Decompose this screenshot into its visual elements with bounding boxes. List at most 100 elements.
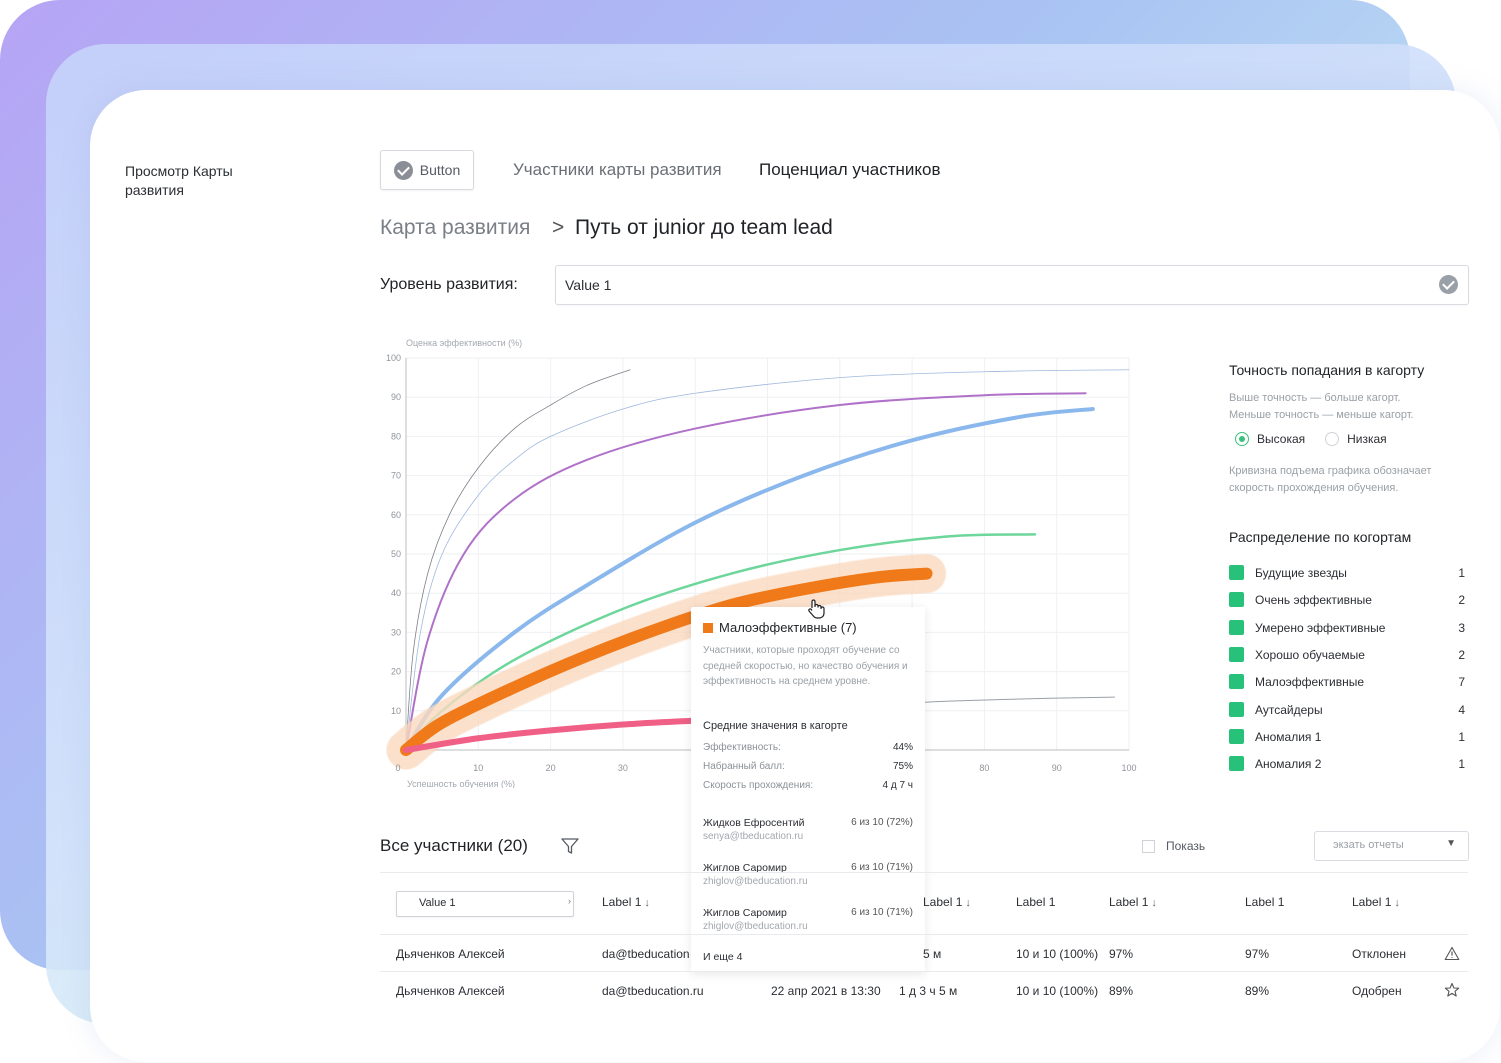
tooltip-more-link[interactable]: И еще 4 xyxy=(703,951,743,963)
table-filter-input[interactable]: Value 1 › xyxy=(396,891,574,917)
tooltip-title-text: Малоэффективные (7) xyxy=(719,620,857,635)
tooltip-person[interactable]: Жиглов Саромир 6 из 10 (71%) zhiglov@tbe… xyxy=(703,862,913,887)
cohort-item[interactable]: Аномалия 2 1 xyxy=(1229,755,1465,773)
chart-x-tick-label: 100 xyxy=(1121,763,1136,773)
chart-y-tick-label: 40 xyxy=(391,588,401,598)
accuracy-title: Точность попадания в кагорту xyxy=(1229,362,1425,378)
tooltip-title: Малоэффективные (7) xyxy=(703,620,857,635)
cohort-name: Аномалия 1 xyxy=(1255,729,1322,744)
cohort-item[interactable]: Будущие звезды 1 xyxy=(1229,564,1465,582)
table-top-divider xyxy=(380,872,1468,873)
average-label: Эффективность: xyxy=(703,742,781,753)
breadcrumb-parent[interactable]: Карта развития xyxy=(380,216,531,239)
chart-series-line xyxy=(405,369,1130,751)
table-header-cell[interactable]: Label 1 ↓ xyxy=(1109,895,1157,909)
chart-x-tick-label: 20 xyxy=(546,763,556,773)
tooltip-averages-title: Средние значения в кагорте xyxy=(703,720,848,732)
tooltip-average-row: Скорость прохождения: 4 д 7 ч xyxy=(703,780,913,791)
cohort-swatch xyxy=(1229,756,1244,772)
cohort-item[interactable]: Очень эффективные 2 xyxy=(1229,591,1465,609)
chart-y-tick-label: 50 xyxy=(391,549,401,559)
table-header-cell[interactable]: Label 1 ↓ xyxy=(1352,895,1400,909)
person-score: 6 из 10 (72%) xyxy=(851,817,913,828)
cohort-swatch xyxy=(1229,674,1244,690)
breadcrumb-separator: > xyxy=(552,216,565,239)
hand-cursor-icon xyxy=(808,599,825,619)
show-checkbox[interactable] xyxy=(1142,840,1155,853)
cohort-tooltip: Малоэффективные (7) Участники, которые п… xyxy=(691,607,925,972)
chevron-down-icon: ▼ xyxy=(1446,838,1456,849)
person-name: Жидков Ефросентий xyxy=(703,817,805,829)
generic-button[interactable]: Button xyxy=(380,150,474,190)
row-email: da@tbeducation xyxy=(602,947,690,961)
cohort-swatch xyxy=(1229,565,1244,580)
table-header-cell[interactable]: Label 1 ↓ xyxy=(602,895,650,909)
chart-y-tick-label: 20 xyxy=(391,667,401,677)
chart-x-tick-label: 10 xyxy=(473,763,483,773)
level-select[interactable]: Value 1 xyxy=(555,265,1469,305)
sort-arrow-icon: ↓ xyxy=(1151,897,1157,909)
cohort-name: Аномалия 2 xyxy=(1255,757,1322,772)
reports-select[interactable]: экзать отчеты ▼ xyxy=(1314,831,1469,861)
person-email: zhiglov@tbeducation.ru xyxy=(703,921,808,932)
sort-arrow-icon: ↓ xyxy=(1394,897,1400,909)
chart-y-tick-label: 30 xyxy=(391,627,401,637)
table-header-divider xyxy=(380,934,1468,935)
row-percent: 97% xyxy=(1245,947,1270,961)
cohort-name: Аутсайдеры xyxy=(1255,702,1323,717)
row-time: 5 м xyxy=(923,947,942,961)
row-time: 1 д 3 ч 5 м xyxy=(899,984,958,998)
show-checkbox-label: Показь xyxy=(1166,839,1206,853)
chart-series-line xyxy=(404,406,1095,752)
distribution-title: Распределение по когортам xyxy=(1229,529,1412,545)
chart-x-axis-label: Успешность обучения (%) xyxy=(407,779,515,788)
breadcrumb-current: Путь от junior до team lead xyxy=(575,216,833,239)
star-icon[interactable] xyxy=(1444,982,1460,998)
table-header-cell[interactable]: Label 1 xyxy=(1245,895,1284,909)
cohort-swatch xyxy=(1229,592,1244,608)
cohort-item[interactable]: Аномалия 1 1 xyxy=(1229,728,1465,746)
tab-participants[interactable]: Участники карты развития xyxy=(513,160,722,179)
curve-note: скорость прохождения обучения. xyxy=(1229,482,1399,494)
chart-series-line xyxy=(405,369,631,751)
cohort-swatch xyxy=(1229,619,1244,635)
table-row-divider xyxy=(380,971,1468,972)
row-status: Одобрен xyxy=(1352,984,1402,998)
table-header-cell[interactable]: Label 1 ↓ xyxy=(923,895,971,909)
chart-x-tick-label: 90 xyxy=(1052,763,1062,773)
warning-icon[interactable] xyxy=(1444,946,1460,961)
cohort-item[interactable]: Хорошо обучаемые 2 xyxy=(1229,646,1465,664)
person-name: Жиглов Саромир xyxy=(703,907,787,919)
row-name: Дьяченков Алексей xyxy=(396,947,505,961)
chart-x-tick-label: 30 xyxy=(618,763,628,773)
cohort-item[interactable]: Аутсайдеры 4 xyxy=(1229,701,1465,719)
tooltip-person[interactable]: Жидков Ефросентий 6 из 10 (72%) senya@tb… xyxy=(703,817,913,842)
participants-title: Все участники (20) xyxy=(380,836,528,855)
table-filter-value: Value 1 xyxy=(419,897,456,909)
person-score: 6 из 10 (71%) xyxy=(851,907,913,918)
tooltip-person[interactable]: Жиглов Саромир 6 из 10 (71%) zhiglov@tbe… xyxy=(703,907,913,932)
chart-y-tick-label: 100 xyxy=(386,353,401,363)
cohort-color-swatch xyxy=(703,622,713,633)
cohort-count: 3 xyxy=(1458,620,1465,635)
cohort-swatch xyxy=(1229,646,1244,662)
column-label: Label 1 xyxy=(602,895,642,909)
button-label: Button xyxy=(419,162,461,178)
chart-series-line xyxy=(405,392,1087,751)
tab-potential[interactable]: Поценциал участников xyxy=(759,160,941,179)
person-email: senya@tbeducation.ru xyxy=(703,831,804,842)
table-header-cell[interactable]: Label 1 xyxy=(1016,895,1055,909)
cohort-name: Умерено эффективные xyxy=(1255,620,1386,635)
radio-high[interactable] xyxy=(1235,432,1249,446)
radio-low[interactable] xyxy=(1325,432,1340,446)
average-value: 4 д 7 ч xyxy=(882,780,913,791)
tooltip-average-row: Набранный балл: 75% xyxy=(703,761,913,772)
cohort-item[interactable]: Умерено эффективные 3 xyxy=(1229,619,1465,637)
filter-icon[interactable] xyxy=(560,836,580,856)
column-label: Label 1 xyxy=(1245,895,1285,909)
cohort-swatch xyxy=(1229,701,1244,717)
tooltip-description: Участники, которые проходят обучение со … xyxy=(703,645,908,687)
average-label: Скорость прохождения: xyxy=(703,780,814,791)
cohort-item[interactable]: Малоэффективные 7 xyxy=(1229,673,1465,691)
cohort-name: Хорошо обучаемые xyxy=(1255,647,1365,662)
